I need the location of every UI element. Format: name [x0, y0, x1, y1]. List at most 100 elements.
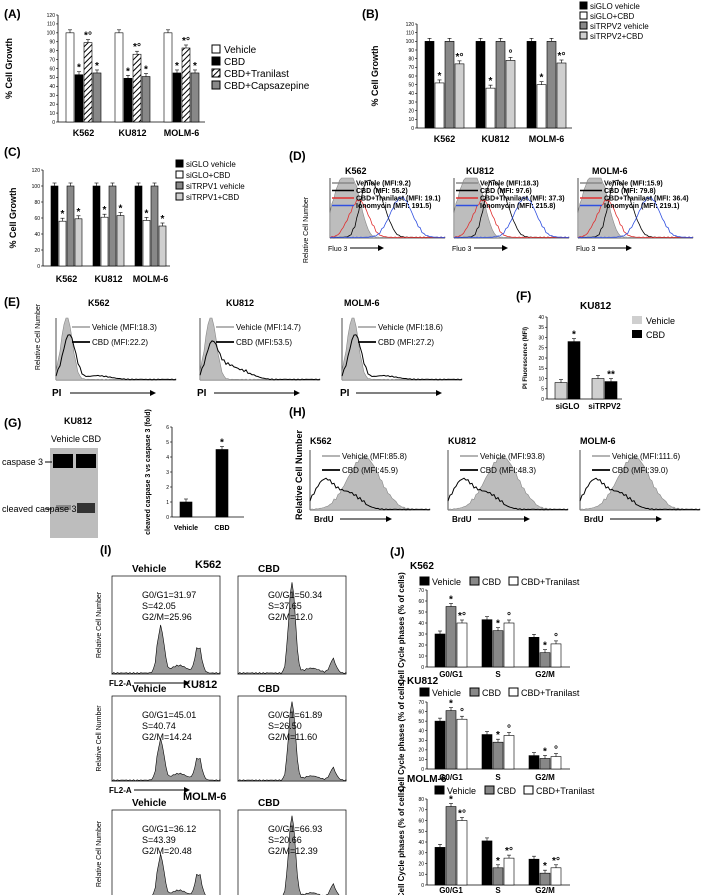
y-tick-label: 50 [49, 75, 55, 81]
significance-mark: * [119, 204, 123, 215]
bar [172, 72, 182, 123]
y-tick-label: 110 [47, 22, 55, 28]
bar [539, 758, 551, 770]
y-tick-label: 10 [418, 757, 424, 763]
h-title-ku812: KU812 [448, 436, 476, 446]
i-phase-value: G2/M=20.48 [142, 846, 192, 856]
d-legend-text: CBD (MFI: 55.2) [356, 188, 408, 195]
bar [424, 41, 435, 129]
i-xlabel: FL2-A [109, 679, 132, 688]
legend-f-cbd: CBD [646, 330, 666, 340]
axis-arrowhead [524, 516, 530, 522]
ionomycin-histogram-line [329, 195, 446, 239]
y-tick-label: 90 [49, 40, 55, 46]
category-label: KU812 [118, 128, 146, 138]
y-tick-label: 4 [166, 455, 169, 461]
axis-arrowhead [626, 245, 632, 251]
y-tick-label: 0 [52, 120, 55, 126]
bar [492, 630, 504, 668]
chart-g: 0 1 2 3 4 5 6 cleaved caspase 3 vs caspase 3 (f… [145, 409, 244, 535]
significance-mark: *° [458, 809, 466, 820]
bar [150, 185, 159, 267]
legend-j3-tranilast: CBD+Tranilast [536, 786, 595, 796]
y-tick-label: 50 [418, 829, 424, 835]
bar [539, 872, 551, 886]
tranilast-histogram-line [329, 199, 446, 239]
panel-label-c: (C) [4, 145, 21, 159]
bar [142, 220, 151, 267]
bar [492, 741, 504, 770]
i-condition-label: CBD [258, 684, 280, 695]
i-phase-value: S=37.65 [268, 601, 302, 611]
bar [50, 185, 59, 267]
panel-label-h: (H) [289, 405, 306, 419]
significance-mark: * [95, 61, 99, 72]
bar [445, 710, 457, 770]
category-label: G0/G1 [439, 886, 463, 895]
e-xlabel-3: PI [340, 388, 350, 399]
e-xlabel-2: PI [197, 388, 207, 399]
chart-title: MOLM-6 [407, 774, 447, 785]
significance-mark: *° [84, 31, 92, 42]
chart-j2: 0 10 20 30 40 50 60 70 Cell Cycle phases (% of c… [397, 676, 570, 792]
legend-b-sitrpv2-vehicle: siTRPV2 vehicle [590, 22, 649, 31]
y-axis-label: % Cell Growth [8, 187, 18, 248]
i-title-k562: K562 [195, 559, 221, 571]
bar [190, 72, 200, 123]
y-tick-label: 40 [49, 84, 55, 90]
i-phase-value: G2/M=25.96 [142, 612, 192, 622]
bar [475, 41, 486, 129]
e-histogram-0 [55, 317, 177, 381]
i-phase-value: S=40.74 [142, 721, 176, 731]
y-tick-label: 20 [538, 356, 544, 362]
panel-label-a: (A) [4, 7, 21, 21]
i-phase-value: G2/M=12.39 [268, 846, 318, 856]
bar [503, 735, 515, 770]
category-label: G2/M [535, 773, 555, 782]
vehicle-filled-histogram [447, 455, 569, 511]
bar [58, 220, 67, 267]
bar [66, 185, 75, 267]
e-title-k562: K562 [88, 298, 110, 308]
axis-arrowhead [184, 787, 190, 793]
d-legend-text: Vehicle (MFI:18.3) [480, 181, 539, 188]
significance-mark: * [496, 730, 500, 741]
legend-c-sitrpv1-vehicle: siTRPV1 vehicle [186, 182, 245, 191]
significance-mark: * [449, 795, 453, 806]
d-title-ku812: KU812 [466, 166, 494, 176]
category-label: siTRPV2 [588, 402, 621, 411]
i-condition-label: CBD [258, 798, 280, 809]
significance-mark: *° [458, 611, 466, 622]
panel-label-f: (F) [516, 289, 531, 303]
bar [444, 41, 455, 129]
y-tick-label: 10 [538, 376, 544, 382]
axis-arrowhead [502, 245, 508, 251]
e-title-ku812: KU812 [226, 298, 254, 308]
blot-band-cbd-caspase3 [76, 454, 96, 468]
d-histogram-2 [577, 177, 694, 239]
bar [141, 76, 151, 123]
y-tick-label: 2 [166, 485, 169, 491]
significance-mark: * [496, 856, 500, 867]
bar [445, 806, 457, 886]
y-tick-label: 0 [421, 883, 424, 889]
bar [114, 32, 124, 123]
d-legend-text: Ionomycin (MFI: 219.1) [604, 203, 679, 210]
i-phase-value: G2/M=11.60 [268, 732, 317, 742]
i-title-ku812: KU812 [183, 679, 217, 691]
bar [536, 84, 547, 129]
significance-mark: * [175, 61, 179, 72]
g-band-cleaved: cleaved caspase 3 [2, 504, 77, 514]
e-legend-text: CBD (MFI:27.2) [378, 338, 434, 347]
h-legend-text: Vehicle (MFI:85.8) [342, 452, 407, 461]
category-label: G0/G1 [439, 670, 463, 679]
e-legend-text: CBD (MFI:22.2) [92, 338, 148, 347]
y-tick-label: 80 [408, 56, 414, 62]
i-phase-value: G0/G1=61.89 [268, 710, 322, 720]
g-lane-cbd: CBD [82, 434, 102, 444]
h-legend-text: CBD (MFI:45.9) [342, 466, 398, 475]
y-tick-label: 1 [166, 500, 169, 506]
legend-j1-vehicle: Vehicle [432, 577, 461, 587]
category-label: siGLO [555, 402, 579, 411]
y-tick-label: 40 [418, 729, 424, 735]
